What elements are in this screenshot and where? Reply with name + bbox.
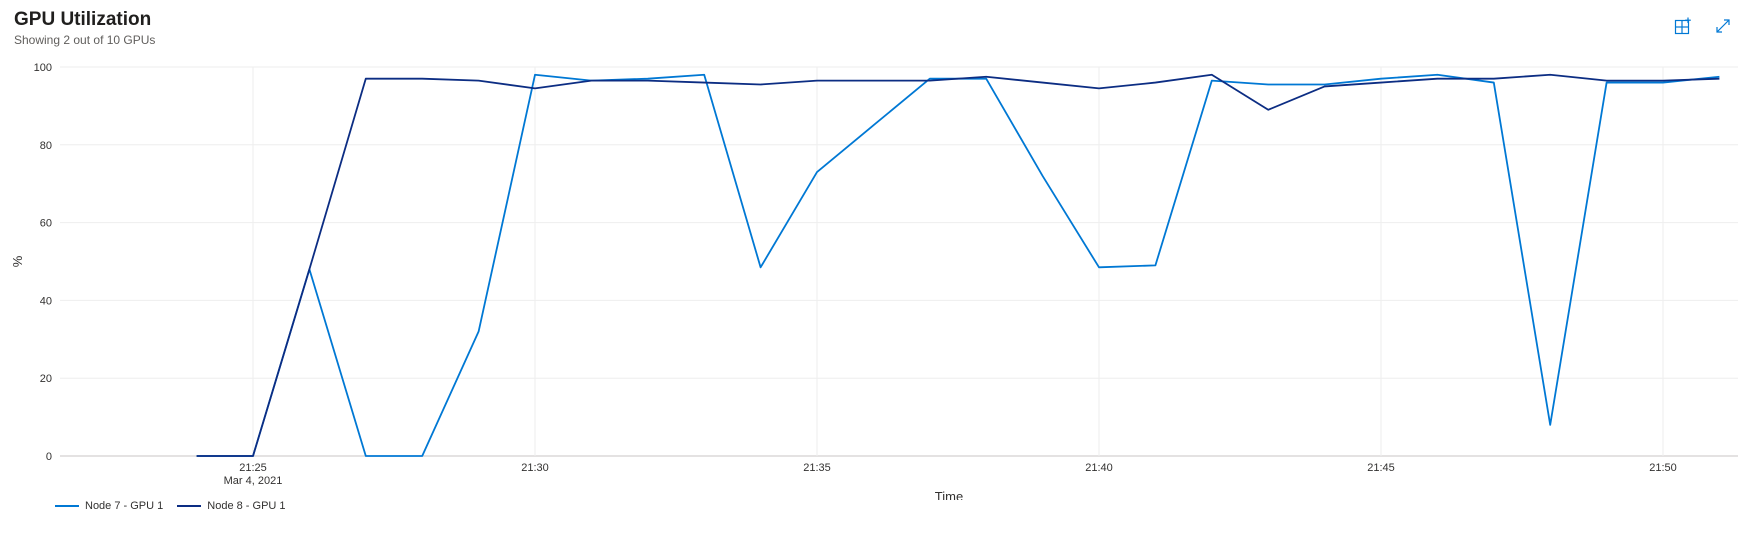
x-tick-label: 21:50 xyxy=(1649,462,1677,474)
y-tick-label: 0 xyxy=(46,451,52,463)
page-title: GPU Utilization xyxy=(14,9,152,30)
y-tick-label: 20 xyxy=(40,373,52,385)
legend-swatch xyxy=(55,505,79,507)
page-subtitle: Showing 2 out of 10 GPUs xyxy=(14,33,156,47)
x-tick-label: 21:25 xyxy=(239,462,267,474)
grid-lines xyxy=(60,66,1738,457)
x-tick-label: 21:40 xyxy=(1085,462,1113,474)
series-line-2[interactable] xyxy=(196,73,1720,457)
y-tick-label: 80 xyxy=(40,140,52,152)
x-axis-title: Time xyxy=(935,489,963,500)
chart-legend: Node 7 - GPU 1 Node 8 - GPU 1 xyxy=(55,500,286,512)
toolbar xyxy=(1672,15,1734,37)
y-tick-label: 60 xyxy=(40,218,52,230)
x-tick-label: 21:45 xyxy=(1367,462,1395,474)
x-tick-sublabel: Mar 4, 2021 xyxy=(224,475,283,487)
y-tick-label: 100 xyxy=(34,62,52,74)
expand-chart-button[interactable] xyxy=(1712,15,1734,37)
legend-label: Node 7 - GPU 1 xyxy=(85,500,164,512)
x-tick-label: 21:30 xyxy=(521,462,549,474)
legend-label: Node 8 - GPU 1 xyxy=(207,500,286,512)
y-tick-label: 40 xyxy=(40,295,52,307)
x-tick-label: 21:35 xyxy=(803,462,831,474)
expand-icon xyxy=(1716,19,1730,33)
pin-to-dashboard-button[interactable] xyxy=(1672,15,1694,37)
series-lines xyxy=(196,73,1720,457)
legend-swatch xyxy=(177,505,202,507)
legend-item-1[interactable]: Node 7 - GPU 1 xyxy=(55,500,163,512)
y-axis-title: % xyxy=(10,255,25,267)
header: GPU Utilization Showing 2 out of 10 GPUs xyxy=(14,9,155,47)
legend-item-2[interactable]: Node 8 - GPU 1 xyxy=(177,500,286,512)
series-line-1[interactable] xyxy=(196,73,1720,457)
grid-add-icon xyxy=(1674,17,1691,35)
